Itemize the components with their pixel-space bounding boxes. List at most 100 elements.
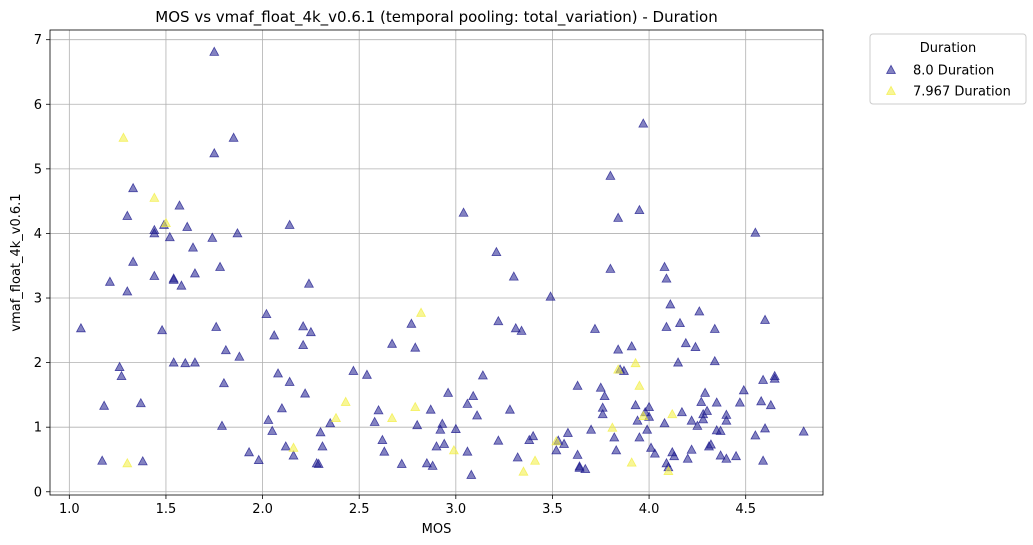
data-point [632, 415, 643, 425]
y-tick-label: 1 [34, 421, 42, 436]
data-point [580, 463, 591, 474]
data-point [530, 455, 541, 465]
data-point [415, 307, 427, 317]
data-point [700, 387, 711, 397]
x-tick-label: 1.5 [156, 502, 177, 517]
data-point [232, 227, 243, 238]
data-point [516, 325, 527, 335]
data-point [396, 458, 407, 468]
data-point [284, 219, 295, 229]
data-point [431, 441, 442, 451]
data-point [626, 341, 637, 351]
data-point [613, 344, 624, 354]
data-point [528, 430, 539, 441]
y-axis-ticks: 0 1 2 3 4 5 6 7 [34, 33, 50, 500]
data-point [686, 444, 697, 454]
data-point [122, 457, 133, 468]
legend-box [869, 33, 1027, 105]
data-point [263, 414, 274, 424]
data-point [750, 430, 761, 440]
data-point [599, 390, 610, 401]
data-point [630, 399, 641, 410]
data-point [135, 397, 146, 408]
data-point [694, 306, 705, 316]
data-point [493, 315, 504, 326]
data-point [317, 441, 328, 451]
data-point [218, 377, 229, 388]
data-point [508, 271, 519, 281]
data-point [721, 415, 732, 425]
data-point [104, 276, 115, 286]
plot-frame [49, 29, 824, 496]
data-point [626, 457, 637, 467]
data-point [122, 286, 133, 296]
data-point [450, 423, 461, 433]
data-point [220, 344, 231, 355]
data-point [149, 270, 160, 280]
data-point [510, 322, 521, 333]
data-point [613, 212, 624, 222]
legend-title: Duration [920, 41, 976, 56]
data-point [174, 200, 185, 210]
x-axis-label: MOS [422, 522, 452, 537]
data-point [661, 273, 672, 283]
data-point [269, 330, 280, 340]
data-point [551, 435, 562, 446]
data-point [663, 465, 674, 475]
data-point [410, 401, 421, 412]
data-point [187, 242, 199, 252]
data-point [348, 365, 359, 375]
data-point [410, 342, 421, 352]
data-point [189, 357, 200, 367]
data-point [589, 323, 601, 333]
data-point [698, 413, 709, 424]
x-tick-label: 4.5 [735, 502, 756, 517]
x-axis-ticks: 1.0 1.5 2.0 2.5 3.0 3.5 4.0 4.5 [59, 495, 756, 517]
data-point [168, 357, 179, 367]
data-point [572, 380, 583, 390]
data-point [215, 261, 226, 271]
data-point [462, 446, 473, 456]
data-point [325, 417, 336, 428]
data-point [715, 450, 726, 460]
data-point [340, 396, 351, 406]
data-point [330, 412, 342, 422]
data-point [798, 426, 809, 436]
legend-marker [885, 64, 897, 74]
data-point [638, 410, 649, 421]
data-point [680, 337, 691, 348]
data-point [99, 400, 110, 410]
y-tick-label: 5 [34, 162, 42, 177]
legend-entry-label: 8.0 Duration [913, 64, 994, 79]
y-axis-label: vmaf_float_4k_v0.6.1 [9, 193, 24, 331]
data-point [595, 382, 606, 392]
data-point [605, 170, 616, 180]
data-point [765, 399, 776, 410]
data-point [674, 317, 686, 328]
data-point [607, 422, 618, 432]
data-point [216, 420, 228, 430]
data-point [586, 424, 597, 434]
data-point [288, 442, 299, 452]
data-point [288, 450, 299, 460]
data-point [630, 357, 641, 368]
data-point [211, 321, 222, 331]
data-point [284, 376, 295, 386]
data-point [189, 268, 200, 278]
data-point [738, 384, 749, 395]
data-point [435, 424, 446, 434]
data-point [280, 441, 291, 451]
data-point [75, 322, 86, 333]
legend-marker [885, 85, 897, 95]
data-point [276, 403, 287, 413]
data-point [491, 246, 502, 257]
data-point [427, 460, 438, 470]
y-tick-label: 0 [34, 485, 42, 500]
data-point [758, 374, 769, 384]
data-point [315, 426, 326, 437]
chart-title: MOS vs vmaf_float_4k_v0.6.1 (temporal po… [155, 8, 717, 27]
data-point [758, 455, 769, 465]
data-point [458, 207, 469, 217]
data-point [439, 438, 450, 448]
